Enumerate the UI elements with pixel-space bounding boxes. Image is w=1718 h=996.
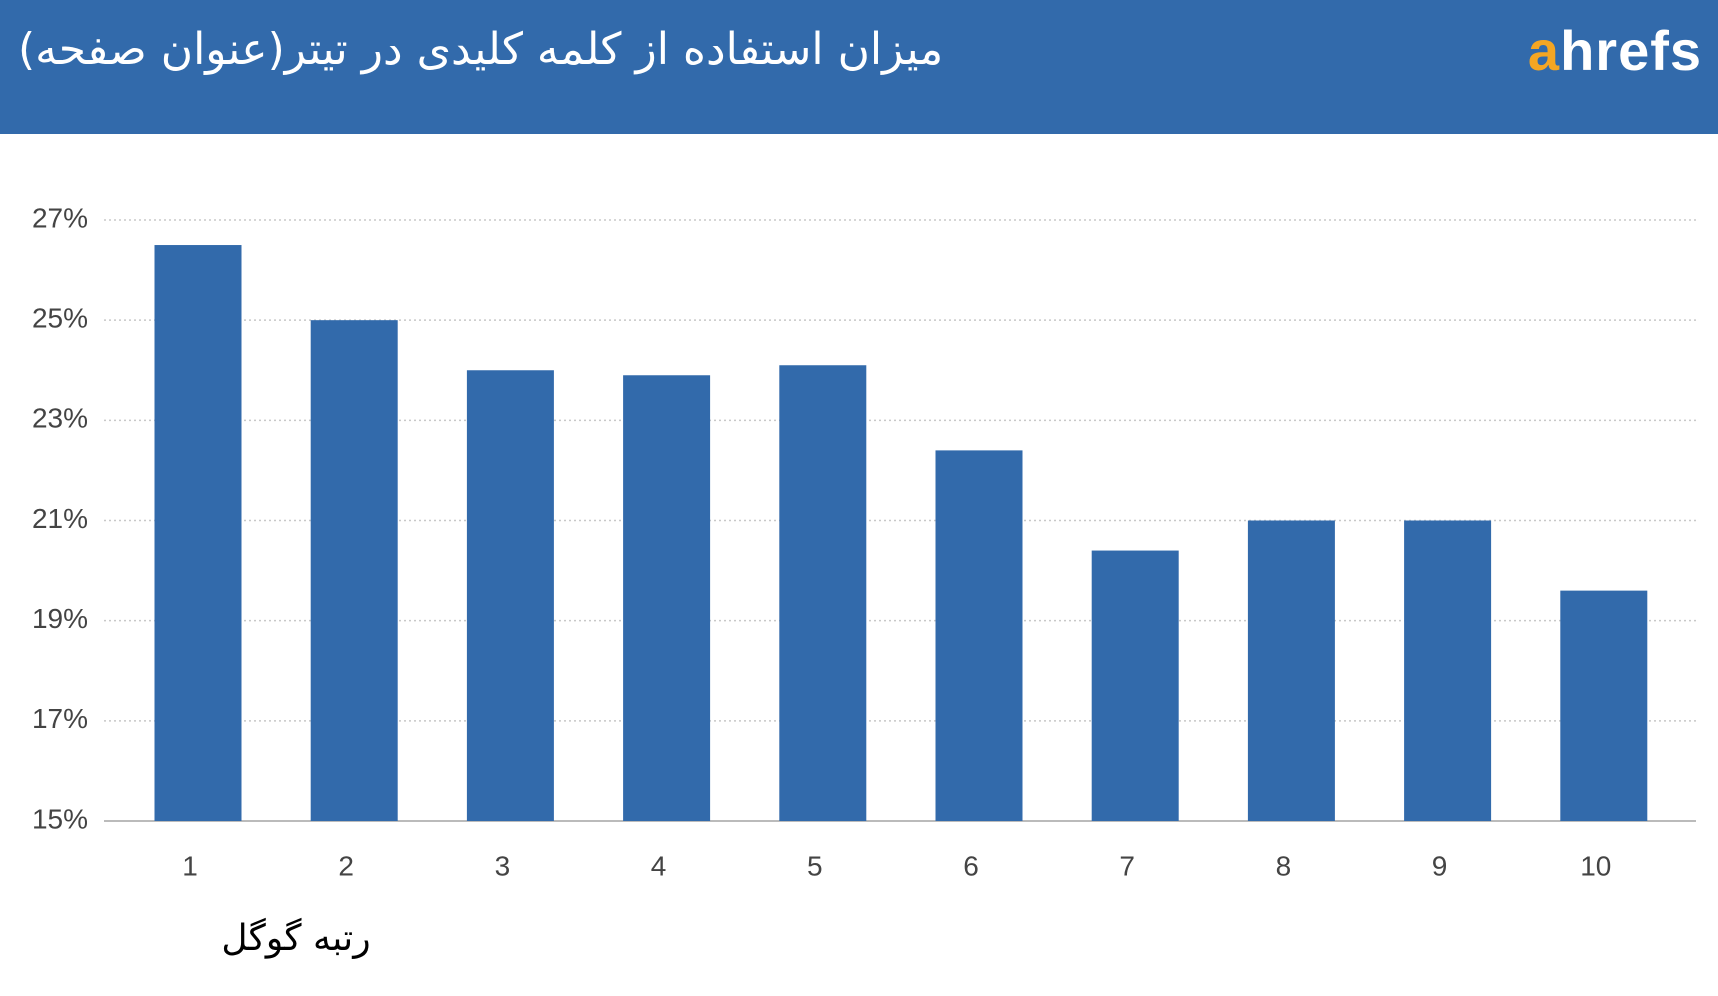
header: میزان استفاده از کلمه کلیدی در تیتر(عنوا… [0,0,1718,134]
x-tick-label: 8 [1276,850,1292,881]
x-tick-label: 10 [1580,850,1611,881]
bar [1091,550,1179,821]
bar [154,245,242,821]
y-tick-label: 21% [32,503,88,534]
bar [623,375,711,821]
bar [310,320,398,821]
bar [466,370,554,821]
y-tick-label: 23% [32,403,88,434]
x-tick-label: 4 [651,850,667,881]
bar [1247,520,1335,821]
bar [1404,520,1492,821]
x-tick-label: 7 [1119,850,1135,881]
x-tick-label: 2 [338,850,354,881]
y-tick-label: 17% [32,703,88,734]
x-tick-label: 3 [495,850,511,881]
y-tick-label: 15% [32,803,88,834]
x-tick-label: 1 [182,850,198,881]
x-tick-label: 6 [963,850,979,881]
bar [779,365,867,821]
chart-title: میزان استفاده از کلمه کلیدی در تیتر(عنوا… [18,24,944,75]
brand-logo: ahrefs [1527,19,1702,82]
x-tick-label: 5 [807,850,823,881]
y-tick-label: 27% [32,202,88,233]
x-axis-label: رتبه گوگل [221,917,370,959]
x-tick-label: 9 [1432,850,1448,881]
y-tick-label: 19% [32,603,88,634]
y-tick-label: 25% [32,303,88,334]
bar [935,450,1023,821]
bar [1560,590,1648,821]
